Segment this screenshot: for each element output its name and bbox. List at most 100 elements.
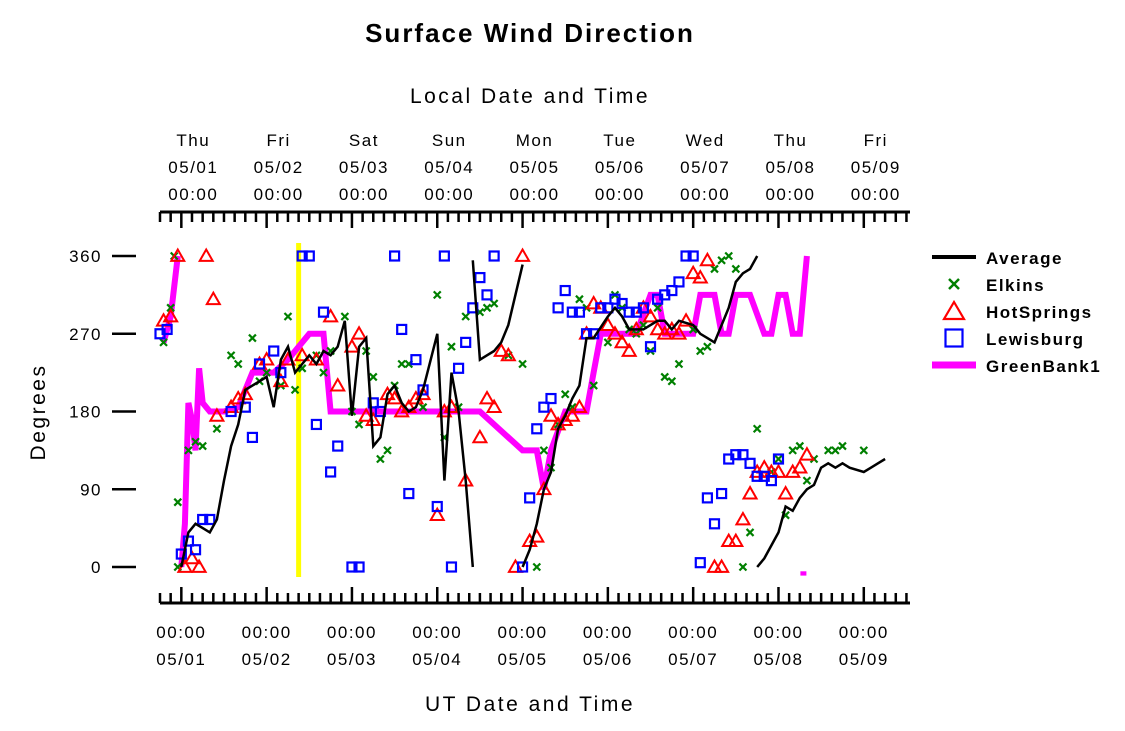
elkins-point-stroke: [752, 424, 762, 434]
elkins-point-stroke: [461, 312, 470, 321]
lewisburg-point: [687, 250, 699, 262]
elkins-point: [340, 312, 350, 321]
lewisburg-point: [396, 323, 408, 336]
elkins-point-stroke: [290, 385, 300, 395]
elkins-point-stroke: [802, 476, 812, 485]
hotsprings-point: [571, 398, 588, 414]
hotsprings-point: [684, 264, 702, 280]
legend-label: HotSprings: [986, 303, 1093, 322]
elkins-point: [831, 446, 840, 455]
top-tick-label-time: 00:00: [765, 185, 815, 204]
hotsprings-point: [620, 342, 638, 357]
elkins-point-stroke: [823, 446, 833, 455]
hotsprings-point: [656, 325, 673, 340]
hotsprings-point: [564, 407, 581, 422]
lewisburg-point: [524, 492, 536, 504]
elkins-point-stroke: [212, 424, 222, 434]
elkins-point-stroke: [539, 446, 549, 455]
bottom-tick-label-time: 00:00: [753, 623, 803, 642]
elkins-point-stroke: [745, 528, 755, 537]
elkins-point: [354, 420, 364, 429]
top-tick-label-date: 05/05: [510, 158, 560, 177]
hotsprings-point: [670, 325, 688, 340]
elkins-point-stroke: [653, 303, 662, 313]
elkins-point-stroke: [560, 389, 570, 399]
bottom-tick-label-time: 00:00: [327, 623, 377, 642]
lewisburg-point: [317, 306, 330, 318]
bottom-tick-label-date: 05/08: [753, 650, 803, 669]
hotsprings-point: [798, 446, 816, 461]
average-line: [471, 260, 524, 362]
lewisburg-point: [694, 557, 706, 569]
elkins-point-stroke: [383, 446, 392, 455]
hotsprings-point: [599, 316, 617, 331]
y-tick-label: 0: [91, 558, 102, 577]
elkins-point-stroke: [696, 346, 705, 356]
lewisburg-point: [325, 466, 337, 478]
elkins-point: [859, 446, 869, 455]
lewisburg-point: [346, 561, 358, 573]
elkins-point-stroke: [838, 441, 847, 451]
top-tick-label-time: 00:00: [339, 185, 389, 204]
hotsprings-point: [663, 320, 681, 336]
elkins-point-stroke: [262, 368, 271, 377]
lewisburg-point: [616, 297, 628, 310]
bottom-tick-label-time: 00:00: [242, 623, 292, 642]
lewisburg-point: [751, 470, 763, 482]
hotsprings-point: [350, 325, 368, 340]
legend-elkins-swatch: [948, 278, 960, 290]
hotsprings-point: [485, 398, 503, 414]
lewisburg-point: [175, 548, 187, 560]
top-tick-label-time: 00:00: [851, 185, 901, 204]
hotsprings-point: [386, 390, 403, 405]
hotsprings-point: [162, 307, 179, 323]
hotsprings-point: [478, 390, 496, 405]
top-tick-label-day: Thu: [774, 131, 808, 150]
lewisburg-point: [452, 362, 465, 374]
hotsprings-point: [357, 407, 375, 422]
elkins-point: [660, 372, 670, 382]
elkins-point-stroke: [283, 312, 293, 321]
legend-lewisburg-swatch: [944, 328, 964, 348]
elkins-point: [653, 303, 662, 313]
elkins-point-stroke: [489, 299, 499, 308]
elkins-point: [262, 368, 271, 377]
elkins-point-stroke: [166, 303, 175, 313]
bottom-tick-label-time: 00:00: [498, 623, 548, 642]
top-tick-label-time: 00:00: [168, 185, 218, 204]
average-line: [756, 457, 886, 568]
top-tick-label-day: Thu: [176, 131, 210, 150]
legend-hotsprings-swatch: [942, 299, 966, 321]
elkins-point-stroke: [532, 562, 542, 572]
elkins-point-stroke: [717, 256, 726, 265]
top-tick-label-date: 05/02: [254, 158, 304, 177]
hotsprings-point: [471, 428, 489, 444]
hotsprings-point: [183, 549, 201, 565]
hotsprings-point: [429, 506, 446, 522]
elkins-point: [518, 359, 527, 369]
top-tick-label-date: 05/04: [424, 158, 474, 177]
hotsprings-point: [500, 346, 517, 362]
hotsprings-point: [169, 247, 186, 262]
elkins-point: [724, 251, 733, 261]
elkins-point: [745, 528, 755, 537]
hotsprings-point: [329, 377, 346, 392]
bottom-tick-label-date: 05/06: [583, 650, 633, 669]
elkins-point-stroke: [482, 303, 492, 313]
top-tick-label-time: 00:00: [424, 185, 474, 204]
top-tick-label-date: 05/03: [339, 158, 389, 177]
hotsprings-point: [208, 407, 226, 422]
lewisburg-point: [353, 561, 365, 573]
hotsprings-point: [190, 558, 208, 573]
elkins-point-stroke: [319, 368, 328, 377]
elkins-point: [418, 402, 428, 412]
elkins-point: [731, 264, 741, 274]
elkins-point: [696, 346, 705, 356]
bottom-tick-label-date: 05/04: [412, 650, 462, 669]
hotsprings-point: [197, 247, 215, 262]
elkins-point: [532, 562, 542, 572]
elkins-point: [383, 446, 392, 455]
lewisburg-point: [573, 306, 586, 318]
elkins-point: [447, 342, 456, 351]
lewisburg-point: [566, 306, 578, 318]
